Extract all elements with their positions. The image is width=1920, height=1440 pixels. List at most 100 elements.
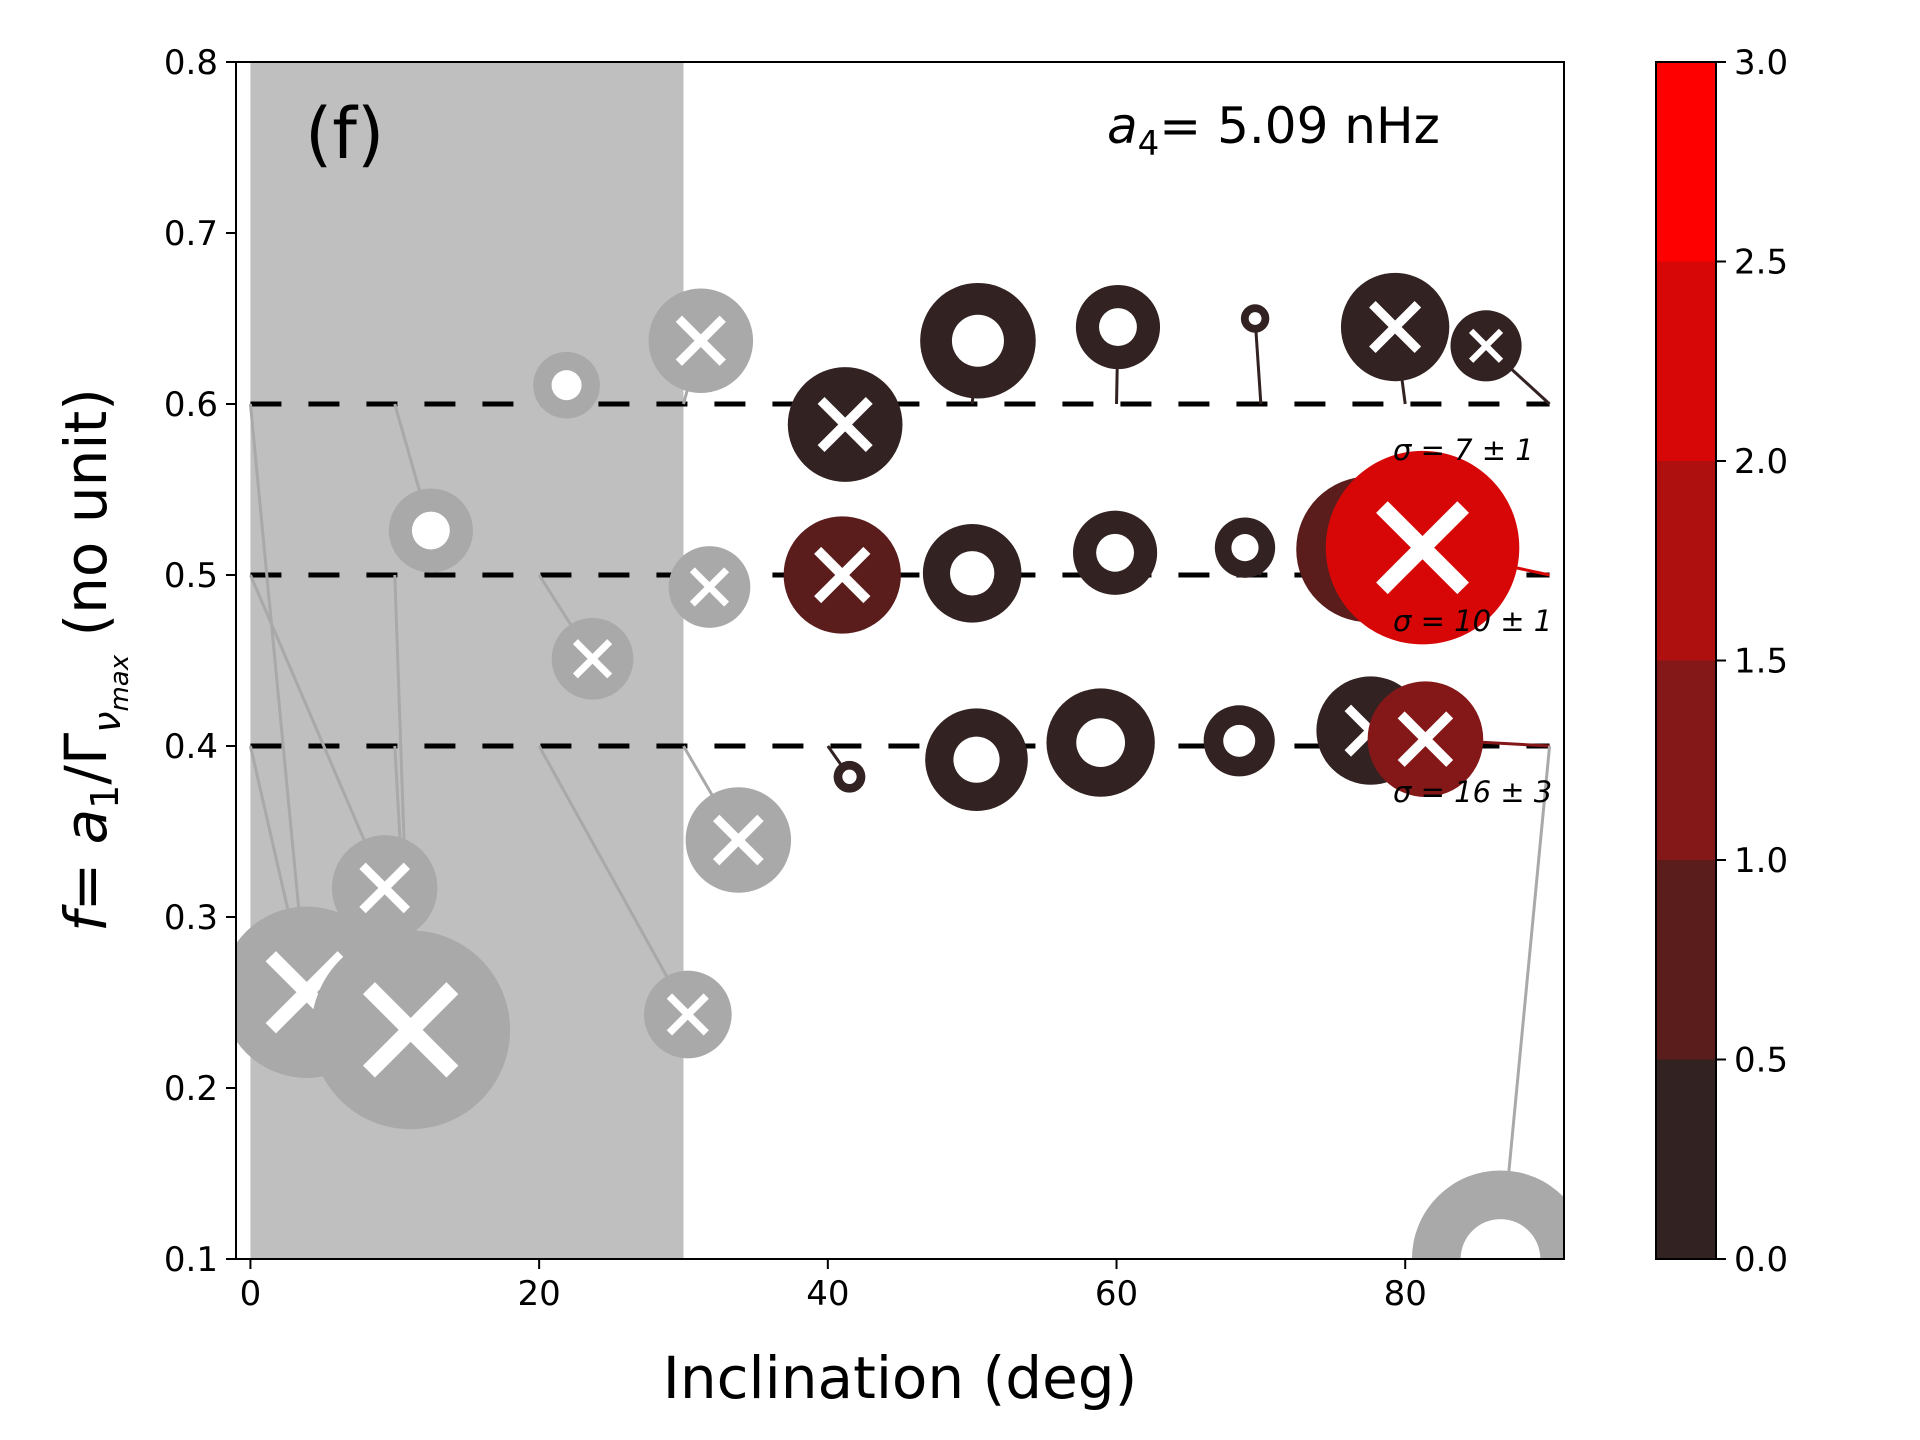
data-point	[388, 488, 473, 573]
y-tick-label: 0.4	[164, 727, 218, 767]
y-tick-label: 0.5	[164, 556, 218, 596]
data-point-center	[1096, 533, 1135, 572]
data-point	[643, 970, 732, 1059]
data-point-center	[1076, 718, 1126, 767]
y-tick-label: 0.1	[164, 1240, 218, 1280]
data-point-cross	[1468, 328, 1504, 363]
reference-line-label: σ = 16 ± 3	[1393, 775, 1552, 809]
y-tick-label: 0.7	[164, 214, 218, 254]
colorbar-bin	[1656, 860, 1716, 1060]
data-point	[1450, 310, 1522, 382]
colorbar-bin	[1656, 461, 1716, 661]
y-axis-title: f= a1/Γνmax (no unit)	[52, 388, 135, 932]
reference-line-label: σ = 10 ± 1	[1393, 604, 1552, 638]
data-point-cross	[1376, 501, 1469, 595]
y-tick-label: 0.2	[164, 1069, 218, 1109]
a4-value: = 5.09 nHz	[1159, 97, 1440, 155]
data-point	[833, 760, 866, 793]
plot-frame	[235, 61, 1565, 1260]
data-point-cross	[265, 951, 348, 1034]
y-title-eq: =	[52, 844, 120, 911]
connector-line	[248, 403, 309, 993]
data-point-center	[1248, 312, 1262, 325]
connector-line	[1253, 318, 1263, 405]
colorbar-bin	[1656, 261, 1716, 461]
y-title-g-subsub: max	[105, 654, 135, 711]
data-point-cross	[1397, 711, 1454, 767]
data-point	[922, 524, 1022, 623]
a4-symbol: a	[1107, 97, 1138, 155]
data-point-center	[949, 551, 995, 596]
data-point-cross	[572, 639, 613, 679]
y-title-slash: /Γ	[52, 733, 120, 785]
y-tick-label: 0.3	[164, 898, 218, 938]
data-point	[331, 835, 438, 941]
y-title-unit: (no unit)	[52, 388, 120, 655]
colorbar: 0.0 0.5 1.0 1.5 2.0 2.5 3.0	[1655, 43, 1788, 1280]
data-point-cross	[817, 396, 873, 453]
connector-line	[249, 574, 387, 889]
data-point-center	[1099, 308, 1137, 346]
data-point	[1367, 681, 1484, 797]
data-point-cross	[814, 546, 871, 604]
x-tick-label: 60	[1095, 1274, 1138, 1314]
data-point-cross	[359, 862, 411, 914]
colorbar-tick-label: 1.5	[1734, 642, 1788, 682]
colorbar-tick-label: 0.0	[1734, 1240, 1788, 1280]
data-point	[1411, 1170, 1564, 1259]
data-point	[1340, 272, 1450, 382]
data-markers	[236, 272, 1564, 1259]
a4-subscript: 4	[1138, 124, 1160, 164]
data-point	[1240, 304, 1270, 333]
data-point	[533, 351, 600, 419]
data-point-cross	[666, 993, 709, 1036]
data-point	[1214, 517, 1276, 578]
x-axis-title: Inclination (deg)	[663, 1344, 1137, 1412]
y-title-a-sub: 1	[83, 785, 127, 809]
panel-label: (f)	[305, 93, 384, 175]
data-point-center	[953, 736, 1000, 783]
colorbar-tick-label: 2.0	[1734, 442, 1788, 482]
data-point	[685, 787, 792, 893]
data-point-center	[551, 370, 582, 401]
x-tick-label: 40	[806, 1274, 849, 1314]
data-point-center	[411, 511, 450, 550]
data-point	[787, 367, 903, 482]
y-axis: 0.1 0.2 0.3 0.4 0.5 0.6 0.7 0.8	[164, 43, 236, 1280]
colorbar-bin	[1656, 1059, 1716, 1259]
data-point	[668, 546, 751, 628]
connector-line	[537, 745, 690, 1016]
data-point	[1203, 705, 1275, 777]
data-point-center	[1460, 1219, 1541, 1259]
y-title-g-sub: ν	[85, 712, 129, 733]
data-point-cross	[689, 567, 730, 607]
reference-line-labels: σ = 7 ± 1 σ = 10 ± 1 σ = 16 ± 3	[1393, 433, 1552, 809]
plot-area	[236, 62, 1564, 1259]
data-point-cross	[675, 315, 726, 366]
colorbar-tick-label: 3.0	[1734, 43, 1788, 83]
data-point	[551, 617, 634, 700]
data-point-cross	[713, 814, 764, 866]
reference-line-label: σ = 7 ± 1	[1393, 433, 1534, 467]
colorbar-tick-label: 1.0	[1734, 841, 1788, 881]
y-title-a: a	[52, 809, 120, 845]
data-point	[1046, 688, 1155, 797]
x-tick-label: 20	[517, 1274, 560, 1314]
data-point	[311, 930, 510, 1130]
y-tick-label: 0.8	[164, 43, 218, 83]
data-point	[1075, 284, 1161, 370]
data-point-center	[1223, 724, 1256, 757]
colorbar-tick-label: 0.5	[1734, 1041, 1788, 1081]
data-point-cross	[362, 982, 459, 1078]
colorbar-tick-label: 2.5	[1734, 243, 1788, 283]
data-point	[920, 282, 1036, 399]
data-point	[925, 708, 1028, 811]
data-point-center	[842, 769, 857, 784]
data-point	[648, 288, 754, 394]
data-point	[1072, 510, 1158, 595]
data-point	[1325, 450, 1520, 645]
a4-annotation: a4= 5.09 nHz	[1107, 97, 1440, 164]
colorbar-bin	[1656, 62, 1716, 262]
colorbar-bin	[1656, 660, 1716, 860]
